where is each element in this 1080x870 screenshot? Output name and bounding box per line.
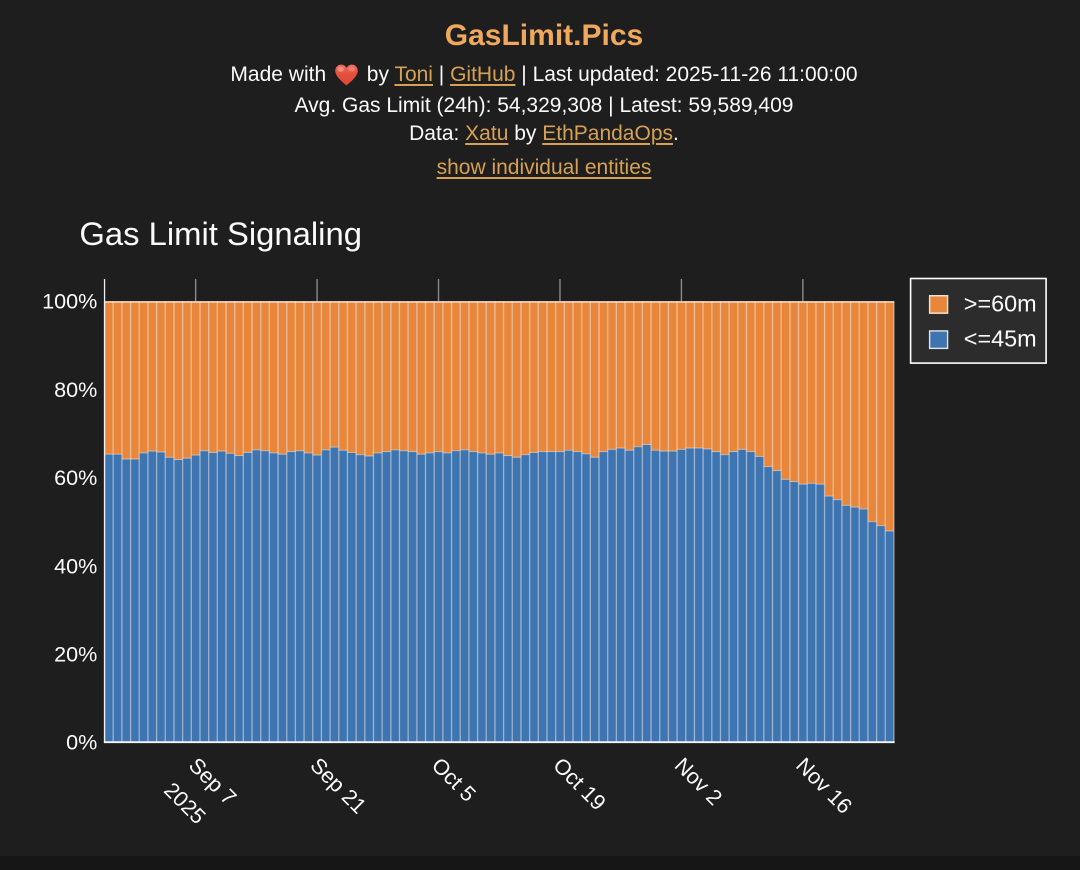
svg-text:Oct 19: Oct 19 xyxy=(548,752,611,815)
svg-text:0%: 0% xyxy=(66,730,97,755)
svg-text:Sep 72025: Sep 72025 xyxy=(159,752,241,834)
svg-text:>=60m: >=60m xyxy=(964,291,1037,317)
svg-text:Sep 21: Sep 21 xyxy=(305,752,371,818)
svg-text:Nov 2: Nov 2 xyxy=(670,752,728,810)
svg-text:100%: 100% xyxy=(42,289,97,314)
svg-text:Nov 16: Nov 16 xyxy=(791,752,857,818)
svg-text:Oct 5: Oct 5 xyxy=(427,752,481,806)
svg-text:Gas Limit Signaling: Gas Limit Signaling xyxy=(79,215,362,252)
svg-text:60%: 60% xyxy=(54,465,97,490)
svg-text:20%: 20% xyxy=(54,642,97,667)
svg-text:40%: 40% xyxy=(54,553,97,578)
svg-text:80%: 80% xyxy=(54,377,97,402)
svg-text:<=45m: <=45m xyxy=(964,326,1037,352)
